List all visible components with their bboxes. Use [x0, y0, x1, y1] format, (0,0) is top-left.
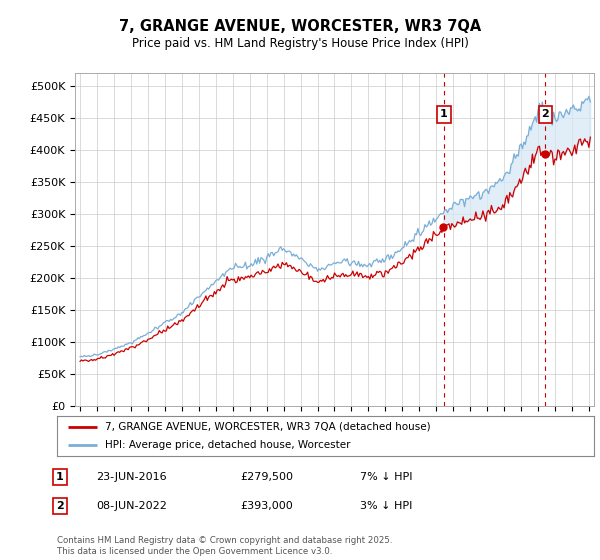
Text: Contains HM Land Registry data © Crown copyright and database right 2025.
This d: Contains HM Land Registry data © Crown c… [57, 536, 392, 556]
Text: Price paid vs. HM Land Registry's House Price Index (HPI): Price paid vs. HM Land Registry's House … [131, 36, 469, 50]
Text: HPI: Average price, detached house, Worcester: HPI: Average price, detached house, Worc… [106, 440, 351, 450]
Text: 1: 1 [440, 109, 448, 119]
Text: 1: 1 [56, 472, 64, 482]
Text: 2: 2 [542, 109, 550, 119]
Text: 3% ↓ HPI: 3% ↓ HPI [360, 501, 412, 511]
Text: 7, GRANGE AVENUE, WORCESTER, WR3 7QA: 7, GRANGE AVENUE, WORCESTER, WR3 7QA [119, 20, 481, 34]
Text: 7, GRANGE AVENUE, WORCESTER, WR3 7QA (detached house): 7, GRANGE AVENUE, WORCESTER, WR3 7QA (de… [106, 422, 431, 432]
Text: £279,500: £279,500 [240, 472, 293, 482]
Text: £393,000: £393,000 [240, 501, 293, 511]
Text: 08-JUN-2022: 08-JUN-2022 [96, 501, 167, 511]
Text: 23-JUN-2016: 23-JUN-2016 [96, 472, 167, 482]
Text: 7% ↓ HPI: 7% ↓ HPI [360, 472, 413, 482]
Text: 2: 2 [56, 501, 64, 511]
